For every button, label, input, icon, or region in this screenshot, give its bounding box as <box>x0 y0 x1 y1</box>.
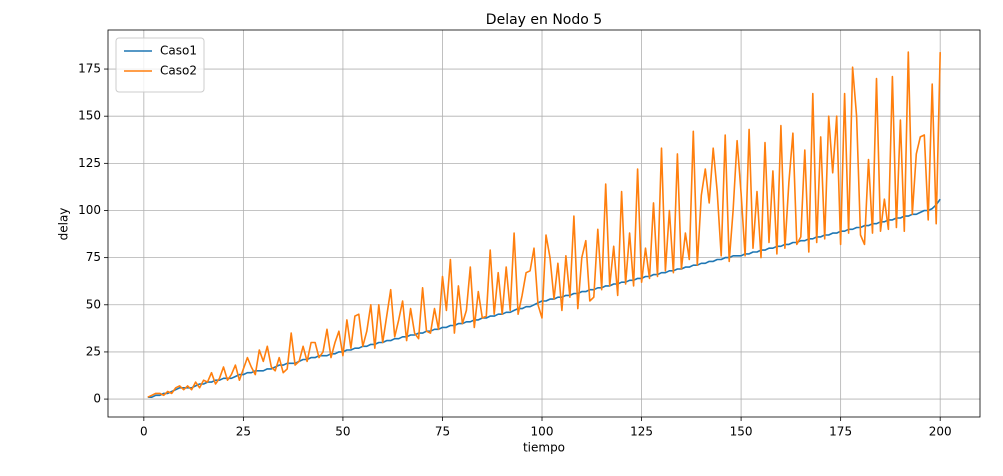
x-tick-label: 50 <box>335 425 350 439</box>
x-tick-label: 175 <box>829 425 852 439</box>
y-tick-label: 25 <box>86 344 101 358</box>
y-tick-label: 50 <box>86 297 101 311</box>
axes-frame <box>107 29 981 418</box>
legend-label: Caso1 <box>160 44 197 58</box>
y-tick-label: 100 <box>78 203 101 217</box>
series-line <box>147 198 941 398</box>
x-tick-label: 0 <box>140 425 148 439</box>
x-tick-label: 25 <box>236 425 251 439</box>
x-tick-label: 75 <box>435 425 450 439</box>
series-line <box>147 51 941 398</box>
x-tick-label: 125 <box>630 425 653 439</box>
x-tick-label: 100 <box>531 425 554 439</box>
x-axis-label: tiempo <box>523 441 565 455</box>
y-tick-label: 75 <box>86 250 101 264</box>
y-tick-label: 175 <box>78 62 101 76</box>
legend-label: Caso2 <box>160 64 197 78</box>
y-axis-label: delay <box>57 208 71 241</box>
y-tick-label: 150 <box>78 109 101 123</box>
x-tick-label: 200 <box>929 425 952 439</box>
y-tick-label: 0 <box>93 392 101 406</box>
x-tick-label: 150 <box>730 425 753 439</box>
y-tick-label: 125 <box>78 156 101 170</box>
chart-title: Delay en Nodo 5 <box>486 12 602 28</box>
